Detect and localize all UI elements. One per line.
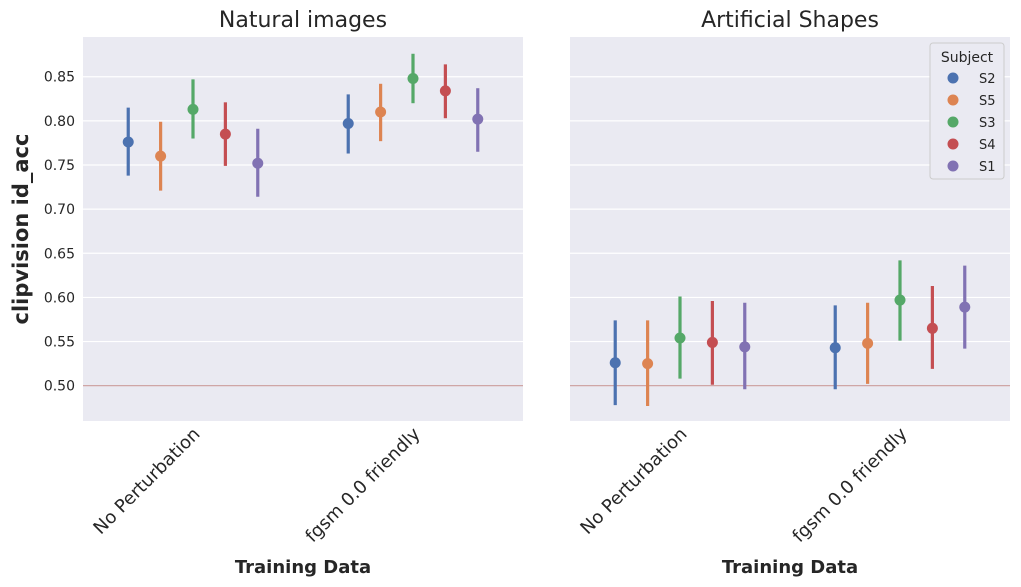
chart-title-artificial-shapes: Artificial Shapes bbox=[701, 8, 879, 33]
y-tick-label: 0.70 bbox=[44, 202, 75, 218]
data-point bbox=[706, 336, 718, 348]
data-point bbox=[959, 301, 971, 313]
y-tick-label: 0.85 bbox=[44, 70, 75, 86]
legend-label: S4 bbox=[979, 138, 996, 153]
legend-marker bbox=[947, 94, 959, 106]
data-point bbox=[252, 157, 264, 169]
x-tick-label: fgsm 0.0 friendly bbox=[301, 423, 424, 546]
marks-natural-images bbox=[122, 53, 484, 197]
y-tick-label: 0.60 bbox=[44, 290, 75, 306]
data-point bbox=[674, 332, 686, 344]
data-point bbox=[642, 358, 654, 370]
data-point bbox=[187, 103, 199, 115]
x-tick-label: fgsm 0.0 friendly bbox=[788, 423, 911, 546]
data-point bbox=[609, 357, 621, 369]
legend-title: Subject bbox=[941, 50, 994, 66]
legend: Subject S2 S5 S3 S4 S1 bbox=[929, 42, 1005, 180]
x-axis-label-artificial-shapes: Training Data bbox=[722, 557, 858, 578]
plot-area-natural-images bbox=[83, 37, 523, 421]
x-tick-label: No Perturbation bbox=[576, 424, 691, 539]
y-tick-label: 0.80 bbox=[44, 114, 75, 130]
legend-label: S2 bbox=[979, 72, 996, 87]
data-point bbox=[739, 341, 751, 353]
x-tick-label: No Perturbation bbox=[89, 424, 204, 539]
x-ticks-artificial-shapes: No Perturbation fgsm 0.0 friendly bbox=[576, 423, 911, 546]
legend-label: S5 bbox=[979, 94, 996, 109]
data-point bbox=[829, 342, 841, 354]
data-point bbox=[375, 106, 387, 118]
x-ticks-natural-images: No Perturbation fgsm 0.0 friendly bbox=[89, 423, 424, 546]
legend-label: S1 bbox=[979, 160, 996, 175]
data-point bbox=[122, 136, 134, 148]
data-point bbox=[342, 118, 354, 130]
y-tick-label: 0.65 bbox=[44, 246, 75, 262]
panel-artificial-shapes: Artificial Shapes No Perturbation fgsm 0.… bbox=[570, 8, 1010, 578]
y-tick-label: 0.50 bbox=[44, 379, 75, 395]
data-point bbox=[439, 85, 451, 97]
y-axis-label: clipvision id_acc bbox=[9, 134, 33, 325]
grid-natural-images bbox=[83, 76, 523, 387]
data-point bbox=[894, 294, 906, 306]
y-ticks-natural-images: 0.50 0.55 0.60 0.65 0.70 0.75 0.80 0.85 bbox=[44, 70, 75, 395]
data-point bbox=[155, 150, 167, 162]
legend-marker bbox=[947, 138, 959, 150]
y-tick-label: 0.75 bbox=[44, 158, 75, 174]
marks-artificial-shapes bbox=[609, 260, 971, 406]
data-point bbox=[472, 113, 484, 125]
legend-marker bbox=[947, 116, 959, 128]
panel-natural-images: Natural images 0.500.550.600.650.700.750… bbox=[9, 8, 523, 578]
legend-label: S3 bbox=[979, 116, 996, 131]
legend-marker bbox=[947, 72, 959, 84]
y-tick-label: 0.55 bbox=[44, 335, 75, 351]
x-axis-label-natural-images: Training Data bbox=[235, 557, 371, 578]
chart-title-natural-images: Natural images bbox=[219, 8, 387, 33]
data-point bbox=[407, 72, 419, 84]
data-point bbox=[926, 322, 938, 334]
data-point bbox=[862, 337, 874, 349]
legend-items: S2 S5 S3 S4 S1 bbox=[947, 72, 996, 175]
data-point bbox=[219, 128, 231, 140]
legend-marker bbox=[947, 160, 959, 172]
